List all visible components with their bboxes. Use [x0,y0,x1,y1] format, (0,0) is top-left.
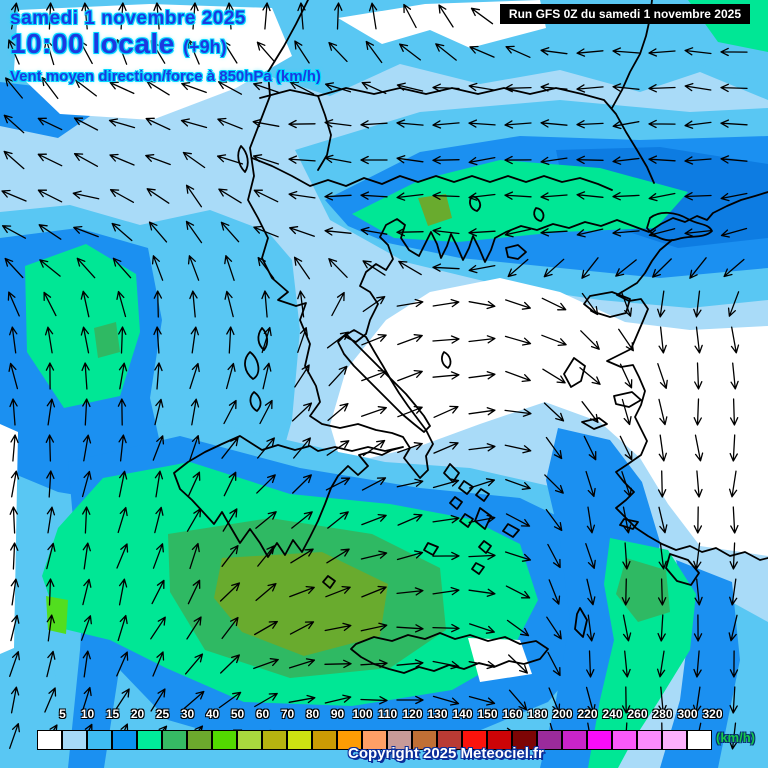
scale-unit-label: (km/h) [716,730,755,745]
date-label: samedi 1 novembre 2025 [10,8,246,29]
map-subtitle: Vent moyen direction/force à 850hPa (km/… [10,68,321,85]
coastlines [173,0,768,674]
time-offset: (+9h) [183,37,227,57]
scale-color-bar [37,730,712,750]
time-label: 10:00 locale (+9h) [10,28,227,60]
wind-arrows-layer [1,2,748,750]
copyright-label: Copyright 2025 Meteociel.fr [348,745,544,762]
wind-arrows [1,2,748,750]
scale-value-labels: 5 10 15 20 25 30 40 50 60 70 80 90 100 110 120 130 140 15… [59,707,723,721]
local-time: 10:00 locale [10,28,175,59]
run-info-badge: Run GFS 0Z du samedi 1 novembre 2025 [499,4,750,24]
